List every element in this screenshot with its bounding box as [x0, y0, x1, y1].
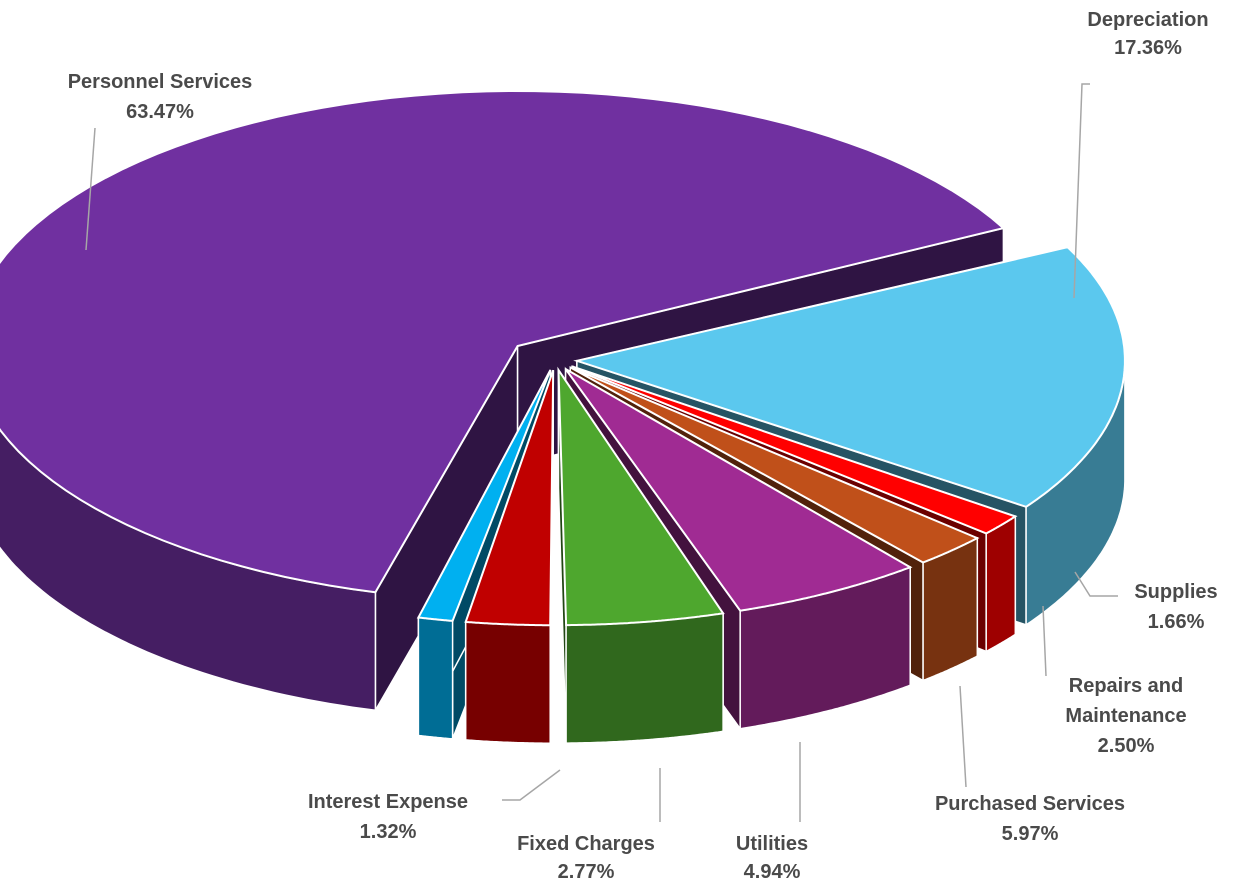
pie-slice-purchased-services: [564, 368, 913, 612]
label-fixed-charges-name: Fixed Charges: [517, 833, 655, 855]
pie-slice-outer-wall-utilities: [565, 612, 724, 744]
data-labels: Depreciation 17.36% Supplies 1.66% Repai…: [68, 9, 1218, 883]
leader-line-interest-expense: [502, 769, 561, 801]
pie-slice-fixed-charges: [464, 369, 555, 627]
label-interest-expense-value: 1.32%: [360, 821, 417, 843]
pie-slice-interest-expense: [416, 369, 552, 622]
pie-slice-outer-wall-supplies: [985, 515, 1017, 653]
pie-slice-utilities: [557, 366, 725, 627]
label-purchased-services-value: 5.97%: [1002, 823, 1059, 845]
label-purchased-services-name: Purchased Services: [935, 793, 1125, 815]
pie-slice-outer-wall-fixed-charges: [464, 621, 551, 744]
pie-top-faces: [0, 89, 1126, 627]
pie-slice-supplies: [571, 365, 1018, 535]
label-utilities-name: Utilities: [736, 833, 808, 855]
label-repairs-name-line2: Maintenance: [1065, 705, 1186, 727]
leader-line-depreciation: [1073, 83, 1090, 299]
leader-line-personnel-services: [85, 127, 96, 251]
pie-slice-depreciation: [573, 246, 1126, 508]
label-utilities-value: 4.94%: [744, 861, 801, 883]
label-supplies-value: 1.66%: [1148, 611, 1205, 633]
pie-slice-outer-wall-interest-expense: [417, 616, 454, 740]
pie-slice-repairs-and-maintenance: [569, 366, 980, 564]
label-depreciation-name: Depreciation: [1087, 9, 1208, 31]
leader-line-supplies: [1074, 571, 1118, 597]
label-personnel-services-name: Personnel Services: [68, 71, 253, 93]
label-supplies-name: Supplies: [1134, 581, 1217, 603]
label-personnel-services-value: 63.47%: [126, 101, 194, 123]
leader-line-repairs: [1042, 605, 1047, 677]
label-depreciation-value: 17.36%: [1114, 37, 1182, 59]
label-fixed-charges-value: 2.77%: [558, 861, 615, 883]
label-repairs-name-line1: Repairs and: [1069, 675, 1183, 697]
leader-lines: [85, 83, 1118, 822]
leader-line-purchased-services: [959, 685, 967, 788]
label-repairs-value: 2.50%: [1098, 735, 1155, 757]
label-interest-expense-name: Interest Expense: [308, 791, 468, 813]
